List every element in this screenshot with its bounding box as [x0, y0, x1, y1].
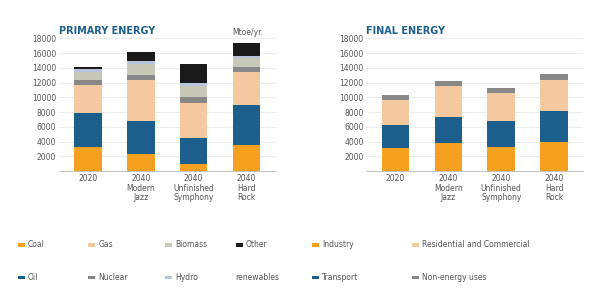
Bar: [180, 83, 207, 86]
Text: Hydro: Hydro: [175, 273, 198, 282]
Bar: [74, 113, 102, 147]
Bar: [382, 148, 409, 171]
Bar: [74, 68, 102, 69]
Bar: [540, 111, 568, 142]
Text: renewables: renewables: [236, 273, 280, 282]
Bar: [488, 147, 515, 171]
Bar: [540, 142, 568, 171]
Bar: [233, 105, 260, 145]
Bar: [488, 88, 515, 93]
Bar: [435, 143, 462, 171]
Bar: [233, 43, 260, 56]
Text: FINAL ENERGY: FINAL ENERGY: [366, 26, 445, 36]
Text: Non-energy uses: Non-energy uses: [422, 273, 487, 282]
Bar: [180, 138, 207, 164]
Text: Other: Other: [246, 240, 267, 249]
Text: Coal: Coal: [28, 240, 45, 249]
Bar: [127, 75, 154, 80]
Bar: [233, 56, 260, 58]
Bar: [488, 93, 515, 121]
Text: Nuclear: Nuclear: [98, 273, 128, 282]
Bar: [127, 154, 154, 171]
Bar: [488, 121, 515, 147]
Bar: [180, 64, 207, 83]
Bar: [74, 72, 102, 80]
Bar: [233, 67, 260, 72]
Bar: [74, 80, 102, 85]
Text: Gas: Gas: [98, 240, 113, 249]
Bar: [74, 69, 102, 72]
Bar: [127, 80, 154, 121]
Text: PRIMARY ENERGY: PRIMARY ENERGY: [59, 26, 155, 36]
Bar: [74, 85, 102, 113]
Bar: [435, 117, 462, 143]
Bar: [435, 81, 462, 86]
Bar: [382, 125, 409, 148]
Bar: [540, 74, 568, 80]
Bar: [180, 103, 207, 138]
Bar: [233, 58, 260, 67]
Text: Transport: Transport: [322, 273, 359, 282]
Bar: [180, 86, 207, 97]
Bar: [127, 121, 154, 154]
Bar: [233, 145, 260, 171]
Bar: [382, 95, 409, 100]
Bar: [74, 147, 102, 171]
Bar: [435, 86, 462, 117]
Bar: [127, 61, 154, 64]
Bar: [127, 52, 154, 61]
Text: Biomass: Biomass: [175, 240, 207, 249]
Text: Industry: Industry: [322, 240, 354, 249]
Text: Residential and Commercial: Residential and Commercial: [422, 240, 530, 249]
Bar: [233, 72, 260, 105]
Bar: [382, 100, 409, 125]
Bar: [180, 97, 207, 103]
Bar: [540, 80, 568, 112]
Text: Oil: Oil: [28, 273, 38, 282]
Text: Mtoe/yr.: Mtoe/yr.: [232, 28, 263, 37]
Bar: [180, 164, 207, 171]
Bar: [127, 64, 154, 75]
